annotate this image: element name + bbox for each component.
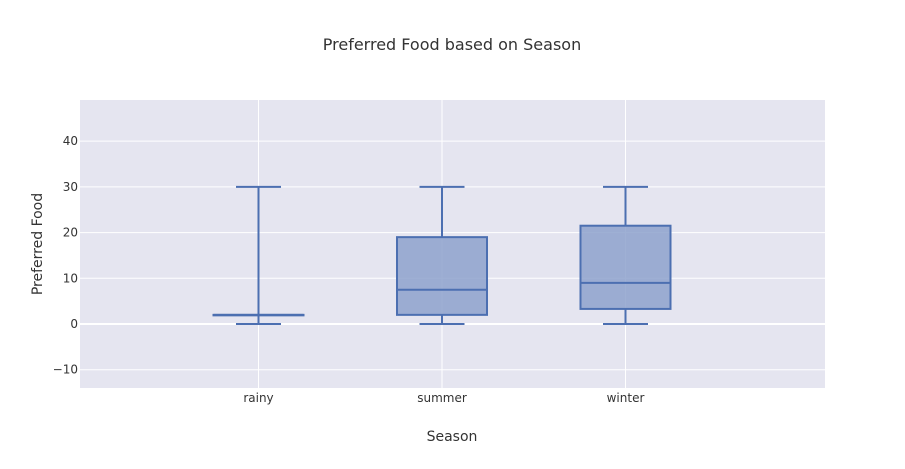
y-tick-label: −10 — [53, 363, 78, 377]
x-axis-title: Season — [427, 429, 478, 445]
box-rainy — [212, 185, 305, 325]
boxes-layer — [212, 185, 672, 325]
y-tick-label: 30 — [63, 180, 78, 194]
box-summer — [396, 185, 488, 325]
chart-title: Preferred Food based on Season — [323, 35, 581, 54]
y-axis-title: Preferred Food — [30, 193, 46, 295]
y-tick-label: 40 — [63, 134, 78, 148]
y-tick-label: 0 — [70, 317, 78, 331]
box-winter — [579, 185, 672, 325]
x-tick-label: rainy — [243, 391, 273, 405]
box-iqr — [396, 236, 488, 316]
y-tick-labels: −10 0 10 20 30 40 — [53, 134, 78, 377]
x-tick-label: summer — [417, 391, 467, 405]
box-iqr — [579, 224, 672, 310]
y-tick-label: 20 — [63, 226, 78, 240]
x-tick-label: winter — [607, 391, 645, 405]
x-tick-labels: rainy summer winter — [243, 391, 644, 405]
y-tick-label: 10 — [63, 271, 78, 285]
